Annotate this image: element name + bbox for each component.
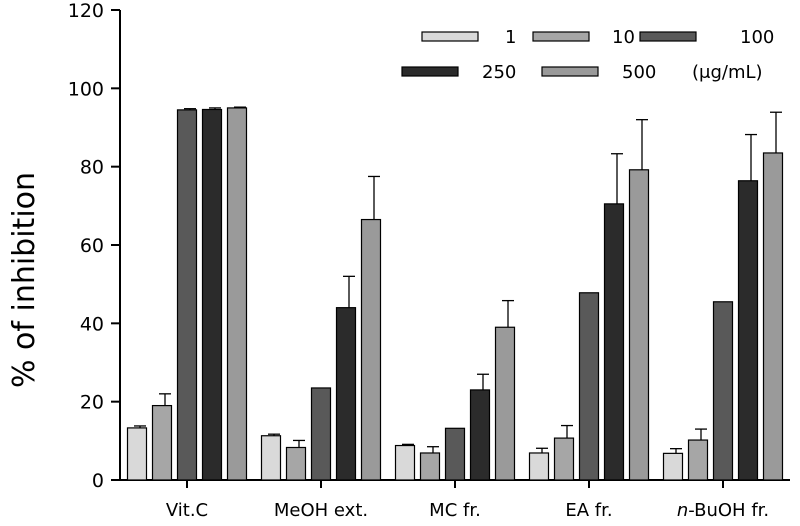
- x-tick-label: n-BuOH fr.: [677, 500, 769, 521]
- x-tick-label: MC fr.: [429, 500, 481, 521]
- legend-swatch: [532, 31, 590, 42]
- axis-labels: 0 20 40 60 80 100 120 % of inhibition Vit.C MeOH …: [7, 0, 769, 521]
- y-tick-label: 80: [80, 157, 104, 179]
- y-axis-title: % of inhibition: [7, 172, 42, 388]
- bar: [662, 452, 684, 481]
- legend-swatch: [401, 66, 459, 77]
- bar: [578, 292, 600, 481]
- legend-label: 10: [612, 27, 635, 48]
- legend-label: 500: [622, 62, 656, 83]
- bar: [285, 446, 307, 481]
- bar: [151, 404, 173, 481]
- legend-label: 250: [482, 62, 516, 83]
- bar: [226, 107, 248, 481]
- legend-swatch: [421, 31, 479, 42]
- bar: [494, 326, 516, 481]
- bar: [444, 427, 466, 481]
- bar: [528, 452, 550, 481]
- x-tick-label: MeOH ext.: [274, 500, 368, 521]
- bar: [201, 108, 223, 481]
- legend-label: 100: [740, 27, 774, 48]
- y-tick-label: 100: [68, 78, 104, 100]
- bar: [310, 387, 332, 481]
- bar: [394, 444, 416, 481]
- legend-swatch: [541, 66, 599, 77]
- legend-unit: (μg/mL): [692, 62, 763, 83]
- bar: [737, 180, 759, 481]
- bar: [553, 437, 575, 481]
- bar: [260, 435, 282, 481]
- legend-swatch: [639, 31, 697, 42]
- bar: [469, 389, 491, 481]
- bar: [419, 452, 441, 481]
- bar: [712, 301, 734, 481]
- x-tick-label: Vit.C: [166, 500, 208, 521]
- bar: [603, 203, 625, 481]
- y-tick-label: 120: [68, 0, 104, 22]
- y-tick-label: 0: [92, 470, 104, 492]
- bar: [687, 439, 709, 481]
- bar: [126, 427, 148, 481]
- bar: [335, 307, 357, 481]
- y-tick-label: 40: [80, 313, 104, 335]
- bar: [176, 109, 198, 481]
- y-tick-label: 20: [80, 392, 104, 414]
- bar: [762, 152, 784, 481]
- bar: [360, 218, 382, 481]
- bars: [126, 106, 784, 481]
- y-tick-label: 60: [80, 235, 104, 257]
- legend-label: 1: [505, 27, 516, 48]
- legend: 1 10 100 250 500 (μg/mL): [401, 27, 774, 83]
- bar: [628, 169, 650, 481]
- x-tick-label: EA fr.: [565, 500, 612, 521]
